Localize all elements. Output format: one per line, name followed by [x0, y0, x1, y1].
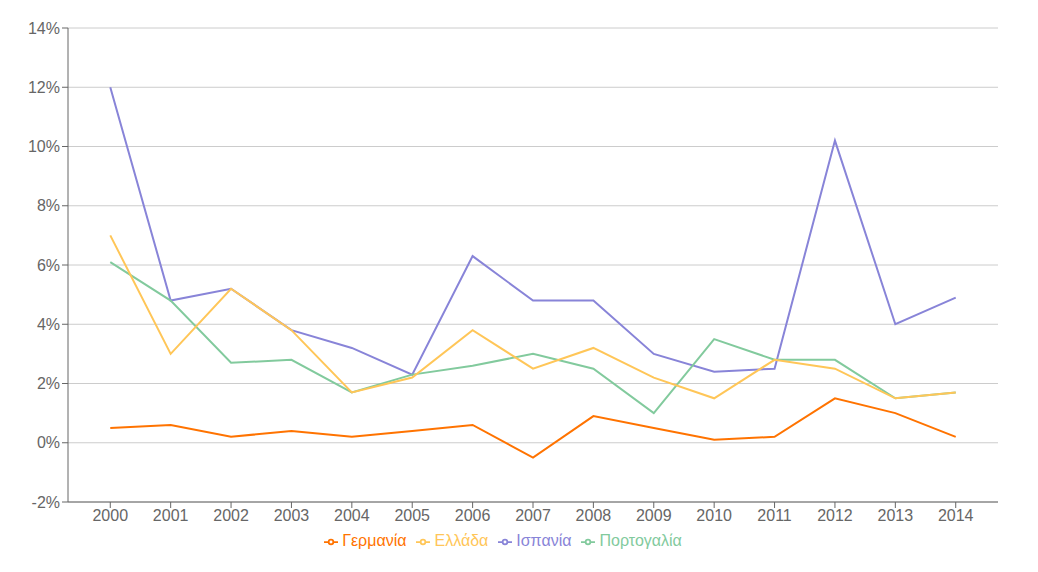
svg-text:2008: 2008	[576, 507, 612, 524]
svg-text:2014: 2014	[938, 507, 974, 524]
svg-text:2%: 2%	[37, 375, 60, 392]
svg-text:2001: 2001	[153, 507, 189, 524]
html-text:Ελλάδα: Ελλάδα	[434, 532, 489, 549]
svg-text:6%: 6%	[37, 257, 60, 274]
svg-text:2002: 2002	[213, 507, 249, 524]
svg-text:0%: 0%	[37, 434, 60, 451]
svg-text:2012: 2012	[817, 507, 853, 524]
html-text:Γερμανία: Γερμανία	[342, 532, 407, 549]
svg-text:2006: 2006	[455, 507, 491, 524]
html-text:Ισπανία: Ισπανία	[516, 532, 572, 549]
svg-text:2007: 2007	[515, 507, 551, 524]
svg-text:12%: 12%	[28, 79, 60, 96]
svg-text:14%: 14%	[28, 20, 60, 37]
svg-text:2011: 2011	[757, 507, 792, 524]
svg-text:-2%: -2%	[32, 494, 60, 511]
svg-text:10%: 10%	[28, 138, 60, 155]
svg-text:4%: 4%	[37, 316, 60, 333]
svg-text:2003: 2003	[274, 507, 310, 524]
svg-text:2009: 2009	[636, 507, 672, 524]
svg-text:2005: 2005	[394, 507, 430, 524]
svg-text:8%: 8%	[37, 197, 60, 214]
svg-text:2010: 2010	[696, 507, 732, 524]
svg-text:2013: 2013	[878, 507, 914, 524]
svg-text:2004: 2004	[334, 507, 370, 524]
html-text:Πορτογαλία: Πορτογαλία	[599, 532, 682, 549]
svg-text:2000: 2000	[92, 507, 128, 524]
